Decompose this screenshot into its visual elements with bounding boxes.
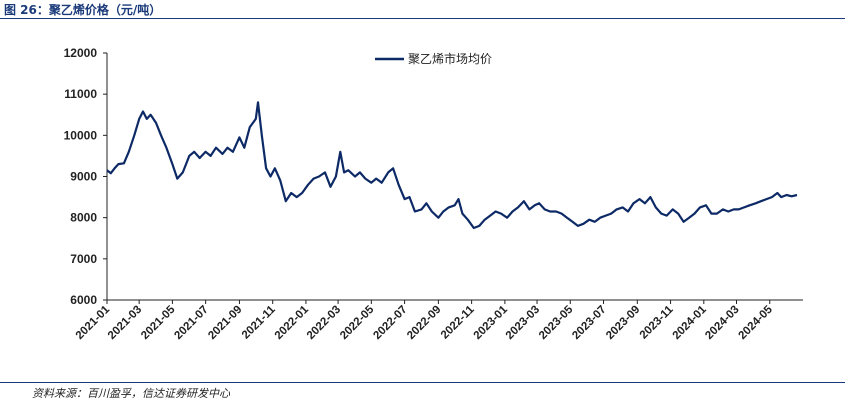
y-tick-label: 8000 <box>70 211 97 225</box>
x-tick-label: 2023-01 <box>472 303 511 342</box>
x-tick-label: 2021-09 <box>206 304 244 342</box>
axes <box>106 53 803 301</box>
x-tick-label: 2022-03 <box>305 304 343 342</box>
x-axis-ticks: 2021-012021-032021-052021-072021-092021-… <box>74 300 776 342</box>
x-tick-label: 2024-03 <box>703 304 741 342</box>
series-group <box>106 101 798 230</box>
figure-title: 图 26：聚乙烯价格（元/吨） <box>4 3 162 17</box>
x-tick-label: 2021-11 <box>240 303 278 341</box>
y-tick-label: 6000 <box>70 293 97 307</box>
source-rule <box>0 382 845 383</box>
x-tick-label: 2021-05 <box>139 303 178 342</box>
x-tick-label: 2021-01 <box>74 303 113 342</box>
legend: 聚乙烯市场均价 <box>375 51 492 66</box>
x-tick-label: 2024-01 <box>671 303 710 342</box>
x-tick-label: 2021-07 <box>172 304 210 342</box>
x-tick-label: 2022-11 <box>439 303 477 341</box>
y-tick-label: 12000 <box>64 46 98 60</box>
y-tick-label: 10000 <box>64 128 98 142</box>
x-tick-label: 2022-07 <box>371 304 409 342</box>
legend-label: 聚乙烯市场均价 <box>408 51 492 66</box>
x-tick-label: 2022-09 <box>405 304 443 342</box>
x-tick-label: 2023-03 <box>504 304 542 342</box>
x-tick-label: 2022-01 <box>273 303 312 342</box>
x-tick-label: 2023-05 <box>537 303 576 342</box>
x-tick-label: 2024-05 <box>737 303 776 342</box>
x-tick-label: 2023-07 <box>570 304 608 342</box>
y-tick-label: 9000 <box>70 170 97 184</box>
x-tick-label: 2022-05 <box>338 303 377 342</box>
x-tick-label: 2021-03 <box>106 304 144 342</box>
source-note: 资料来源：百川盈孚，信达证券研发中心 <box>32 387 230 400</box>
x-tick-label: 2023-09 <box>604 304 642 342</box>
series-line <box>106 101 798 230</box>
title-rule <box>0 18 845 19</box>
y-tick-label: 7000 <box>70 252 97 266</box>
y-tick-label: 11000 <box>64 87 97 101</box>
y-axis-ticks: 6000 7000 8000 9000 10000 11000 12000 <box>64 46 107 307</box>
x-tick-label: 2023-11 <box>638 303 676 341</box>
